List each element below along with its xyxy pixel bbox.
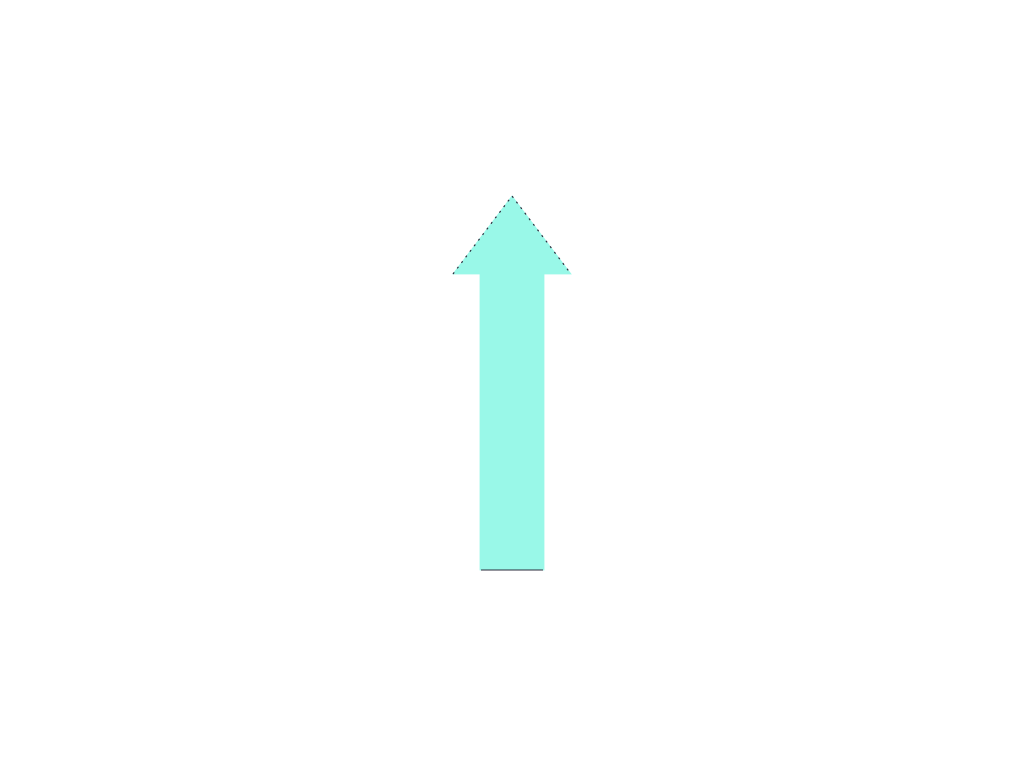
arrow-graphic — [452, 195, 572, 571]
arrow-shape — [452, 195, 572, 571]
up-arrow-icon — [448, 190, 576, 576]
